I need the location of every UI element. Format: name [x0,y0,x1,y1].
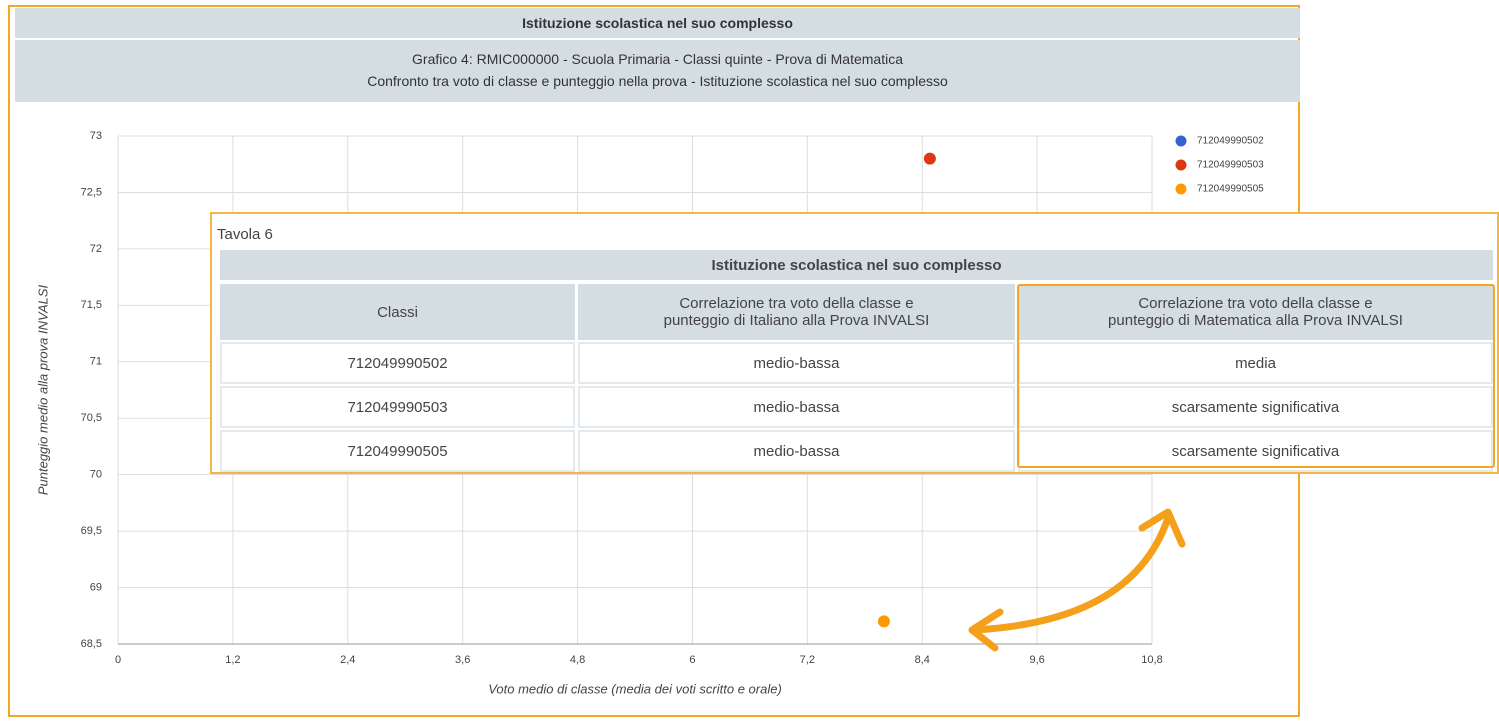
x-tick-label: 4,8 [570,654,585,666]
legend-marker [1175,159,1187,171]
table-cell: medio-bassa [578,430,1015,472]
x-tick-label: 10,8 [1141,654,1162,666]
y-tick-label: 69 [90,581,102,593]
x-tick-label: 3,6 [455,654,470,666]
chart-subtitle: Confronto tra voto di classe e punteggio… [367,73,948,89]
legend-marker [1175,183,1187,195]
table-cell: scarsamente significativa [1018,386,1493,428]
chart-title: Grafico 4: RMIC000000 - Scuola Primaria … [412,51,903,67]
legend-label: 712049990502 [1197,136,1264,147]
point [877,615,890,628]
header-line: punteggio di Matematica alla Prova INVAL… [1108,312,1403,329]
header-line: Correlazione tra voto della classe e [1138,295,1373,312]
table-title: Istituzione scolastica nel suo complesso [220,250,1493,280]
table-panel: Tavola 6 Istituzione scolastica nel suo … [210,212,1499,474]
chart-header: Grafico 4: RMIC000000 - Scuola Primaria … [15,40,1300,102]
legend-label: 712049990505 [1197,184,1264,195]
column-header: Classi [220,284,575,340]
table-cell: 712049990502 [220,342,575,384]
table-cell: medio-bassa [578,386,1015,428]
y-tick-label: 69,5 [81,525,102,537]
y-tick-label: 71,5 [81,299,102,311]
arrow-head [968,608,1004,652]
arrow [968,508,1186,652]
column-header: Correlazione tra voto della classe e punt… [578,284,1015,340]
point [923,152,936,165]
table-caption: Tavola 6 [217,226,273,243]
x-axis-label: Voto medio di classe (media dei voti scr… [488,681,782,696]
y-tick-label: 72,5 [81,186,102,198]
x-tick-label: 2,4 [340,654,355,666]
arrow-head [1138,508,1186,548]
table-cell: medio-bassa [578,342,1015,384]
y-tick-label: 71 [90,356,102,368]
y-tick-label: 70,5 [81,412,102,424]
header-line: Classi [377,303,418,321]
x-tick-label: 1,2 [225,654,240,666]
legend-label: 712049990503 [1197,160,1264,171]
table-cell: scarsamente significativa [1018,430,1493,472]
table-cell: 712049990505 [220,430,575,472]
x-tick-label: 9,6 [1029,654,1044,666]
x-tick-label: 8,4 [915,654,930,666]
y-tick-label: 70 [90,469,102,481]
x-tick-label: 0 [115,654,121,666]
y-tick-label: 68,5 [81,638,102,650]
y-axis-label: Punteggio medio alla prova INVALSI [35,284,50,495]
x-tick-label: 7,2 [800,654,815,666]
y-tick-label: 73 [90,130,102,142]
x-tick-label: 6 [689,654,695,666]
section-title: Istituzione scolastica nel suo complesso [15,8,1300,38]
table-cell: media [1018,342,1493,384]
y-tick-label: 72 [90,243,102,255]
column-header: Correlazione tra voto della classe e punt… [1018,284,1493,340]
legend-marker [1175,135,1187,147]
header-line: punteggio di Italiano alla Prova INVALSI [663,312,930,329]
header-line: Correlazione tra voto della classe e [679,295,914,312]
table-cell: 712049990503 [220,386,575,428]
arrow-curve [971,514,1172,634]
